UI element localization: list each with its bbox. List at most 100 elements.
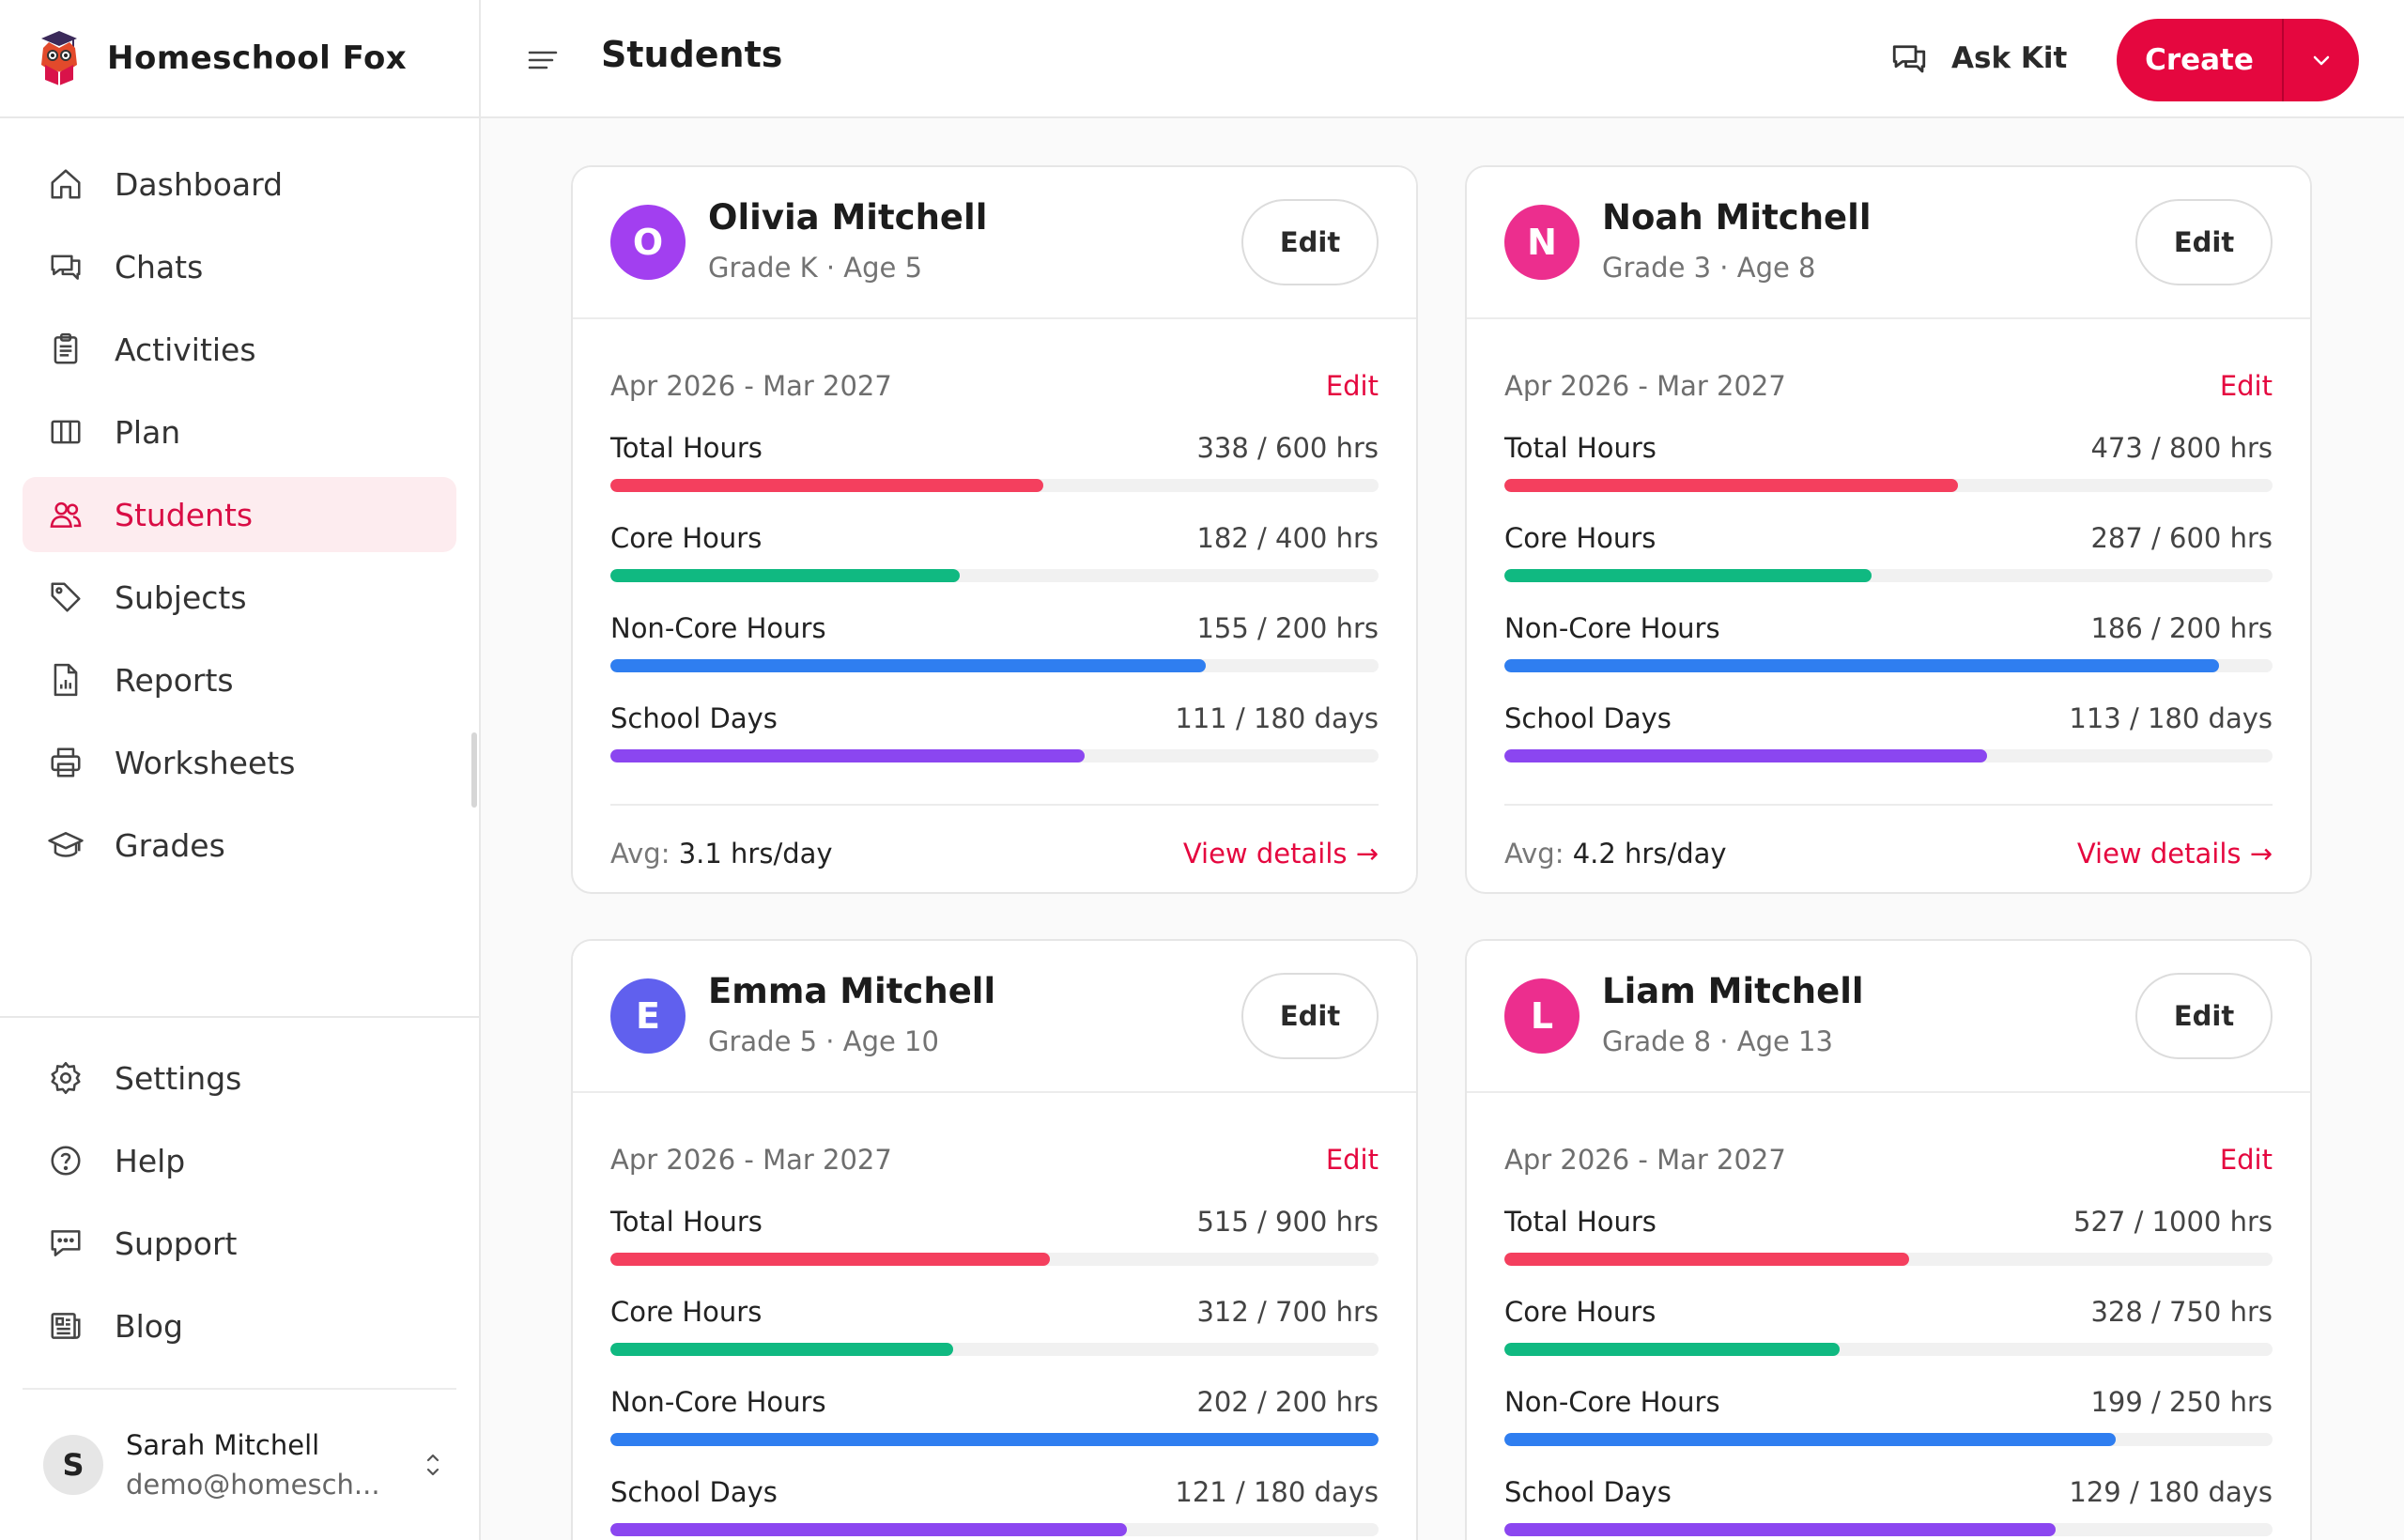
metric-label: Core Hours bbox=[1504, 522, 1657, 554]
student-name: Liam Mitchell bbox=[1602, 971, 1864, 1011]
sidebar-item-activities[interactable]: Activities bbox=[23, 312, 456, 387]
edit-school-year-link[interactable]: Edit bbox=[1325, 1144, 1379, 1176]
student-avatar: E bbox=[610, 978, 686, 1054]
metric-days: School Days 111 / 180 days bbox=[610, 701, 1379, 791]
user-name: Sarah Mitchell bbox=[126, 1429, 320, 1461]
sidebar-item-label: Support bbox=[115, 1224, 238, 1262]
progress-fill bbox=[610, 1433, 1379, 1446]
sidebar-item-grades[interactable]: Grades bbox=[23, 808, 456, 883]
sidebar-item-label: Plan bbox=[115, 413, 181, 451]
school-year-range: Apr 2026 - Mar 2027 bbox=[610, 1144, 892, 1176]
secondary-nav: Settings Help Support Blog bbox=[23, 1040, 456, 1371]
create-button[interactable]: Create bbox=[2145, 43, 2254, 77]
create-dropdown-button[interactable] bbox=[2284, 19, 2359, 101]
student-avatar: O bbox=[610, 205, 686, 280]
metric-value: 338 / 600 hrs bbox=[1196, 432, 1379, 464]
metric-label: Total Hours bbox=[1504, 1206, 1657, 1238]
student-card-body: Apr 2026 - Mar 2027 Edit Total Hours 338 / … bbox=[573, 319, 1416, 892]
metric-label: School Days bbox=[1504, 1476, 1672, 1508]
user-menu[interactable]: S Sarah Mitchell demo@homesch... bbox=[43, 1418, 447, 1512]
sidebar-item-chats[interactable]: Chats bbox=[23, 229, 456, 304]
metric-row: Non-Core Hours 155 / 200 hrs bbox=[610, 610, 1379, 644]
view-details-link[interactable]: View details → bbox=[2076, 838, 2273, 870]
edit-school-year-link[interactable]: Edit bbox=[2219, 370, 2273, 402]
view-details-link[interactable]: View details → bbox=[1182, 838, 1379, 870]
progress-fill bbox=[1504, 1343, 1841, 1356]
progress-fill bbox=[610, 659, 1206, 672]
sidebar-item-support[interactable]: Support bbox=[23, 1206, 456, 1281]
users-icon bbox=[47, 496, 85, 533]
student-grade-age: Grade 8 · Age 13 bbox=[1602, 1025, 1833, 1057]
edit-student-button[interactable]: Edit bbox=[1241, 973, 1379, 1059]
school-year-row: Apr 2026 - Mar 2027 Edit bbox=[1504, 319, 2273, 430]
sidebar-item-dashboard[interactable]: Dashboard bbox=[23, 146, 456, 222]
user-info: Sarah Mitchell demo@homesch... bbox=[126, 1429, 419, 1501]
edit-school-year-link[interactable]: Edit bbox=[2219, 1144, 2273, 1176]
metric-label: School Days bbox=[1504, 702, 1672, 734]
chat-icon bbox=[1892, 45, 1926, 73]
progress-fill bbox=[610, 1343, 953, 1356]
metric-label: Non-Core Hours bbox=[1504, 612, 1720, 644]
metric-label: Total Hours bbox=[610, 432, 763, 464]
create-divider bbox=[2282, 19, 2284, 101]
metric-label: Core Hours bbox=[610, 1296, 763, 1328]
columns-icon bbox=[47, 413, 85, 451]
progress-track bbox=[610, 1343, 1379, 1356]
metric-row: School Days 113 / 180 days bbox=[1504, 701, 2273, 734]
progress-track bbox=[610, 659, 1379, 672]
edit-school-year-link[interactable]: Edit bbox=[1325, 370, 1379, 402]
sidebar-item-label: Dashboard bbox=[115, 165, 284, 203]
metric-row: Core Hours 182 / 400 hrs bbox=[610, 520, 1379, 554]
metric-days: School Days 113 / 180 days bbox=[1504, 701, 2273, 791]
graduation-cap-icon bbox=[47, 826, 85, 864]
average-hours: Avg: 4.2 hrs/day bbox=[1504, 838, 1727, 870]
sidebar-item-settings[interactable]: Settings bbox=[23, 1040, 456, 1116]
average-value: 4.2 hrs/day bbox=[1572, 838, 1727, 870]
menu-toggle-icon[interactable] bbox=[524, 41, 562, 79]
progress-fill bbox=[610, 1253, 1050, 1266]
metric-total: Total Hours 527 / 1000 hrs bbox=[1504, 1204, 2273, 1294]
student-grade-age: Grade 5 · Age 10 bbox=[708, 1025, 939, 1057]
top-bar: Students Ask Kit Create bbox=[481, 0, 2404, 118]
metric-label: Non-Core Hours bbox=[610, 1386, 826, 1418]
progress-track bbox=[1504, 749, 2273, 762]
metric-value: 328 / 750 hrs bbox=[2090, 1296, 2273, 1328]
edit-student-button[interactable]: Edit bbox=[2135, 199, 2273, 285]
school-year-row: Apr 2026 - Mar 2027 Edit bbox=[610, 319, 1379, 430]
metric-row: Total Hours 515 / 900 hrs bbox=[610, 1204, 1379, 1238]
school-year-row: Apr 2026 - Mar 2027 Edit bbox=[610, 1093, 1379, 1204]
edit-student-button[interactable]: Edit bbox=[2135, 973, 2273, 1059]
sidebar: Homeschool Fox Dashboard Chats Activitie… bbox=[0, 0, 481, 1540]
progress-track bbox=[1504, 1433, 2273, 1446]
progress-track bbox=[610, 1523, 1379, 1536]
progress-fill bbox=[1504, 1523, 2056, 1536]
sidebar-item-reports[interactable]: Reports bbox=[23, 642, 456, 717]
sidebar-item-worksheets[interactable]: Worksheets bbox=[23, 725, 456, 800]
progress-track bbox=[1504, 1523, 2273, 1536]
edit-student-button[interactable]: Edit bbox=[1241, 199, 1379, 285]
page-title: Students bbox=[601, 34, 783, 75]
metric-core: Core Hours 287 / 600 hrs bbox=[1504, 520, 2273, 610]
metric-noncore: Non-Core Hours 199 / 250 hrs bbox=[1504, 1384, 2273, 1474]
sidebar-item-help[interactable]: Help bbox=[23, 1123, 456, 1198]
student-card-body: Apr 2026 - Mar 2027 Edit Total Hours 473 / … bbox=[1467, 319, 2310, 892]
metric-value: 129 / 180 days bbox=[2069, 1476, 2273, 1508]
student-avatar: L bbox=[1504, 978, 1580, 1054]
student-grade-age: Grade K · Age 5 bbox=[708, 252, 923, 284]
sidebar-item-plan[interactable]: Plan bbox=[23, 394, 456, 470]
home-icon bbox=[47, 165, 85, 203]
ask-kit-button[interactable]: Ask Kit bbox=[1889, 32, 2067, 85]
progress-track bbox=[1504, 479, 2273, 492]
avatar: S bbox=[43, 1435, 103, 1495]
sidebar-item-students[interactable]: Students bbox=[23, 477, 456, 552]
progress-fill bbox=[1504, 479, 1959, 492]
progress-fill bbox=[1504, 659, 2219, 672]
sidebar-item-blog[interactable]: Blog bbox=[23, 1288, 456, 1363]
sidebar-item-subjects[interactable]: Subjects bbox=[23, 560, 456, 635]
progress-track bbox=[610, 1253, 1379, 1266]
brand[interactable]: Homeschool Fox bbox=[0, 0, 479, 118]
metric-row: Non-Core Hours 202 / 200 hrs bbox=[610, 1384, 1379, 1418]
metric-value: 473 / 800 hrs bbox=[2090, 432, 2273, 464]
sidebar-resize-handle[interactable] bbox=[471, 732, 477, 808]
average-label: Avg: bbox=[1504, 838, 1564, 870]
